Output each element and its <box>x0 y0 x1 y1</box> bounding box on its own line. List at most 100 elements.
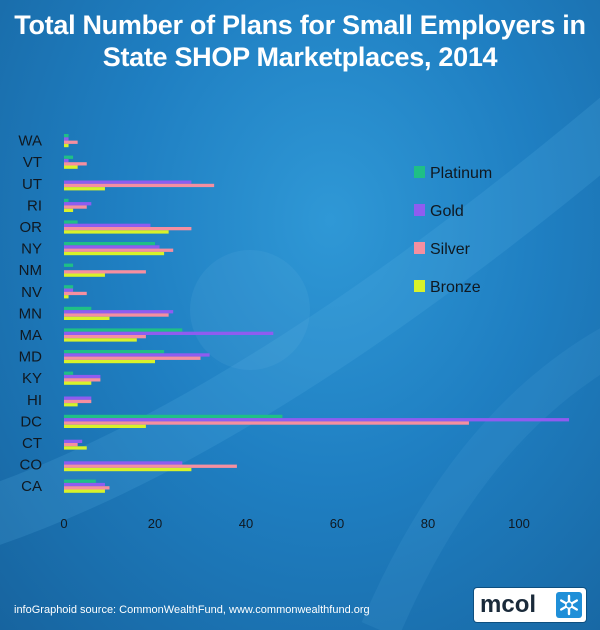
bar-ri-silver <box>64 205 87 209</box>
bar-or-gold <box>64 223 151 227</box>
category-label-ri: RI <box>27 197 42 214</box>
bar-md-gold <box>64 353 210 357</box>
bar-wa-bronze <box>64 143 69 148</box>
bar-nv-gold <box>64 288 74 292</box>
bar-wa-silver <box>64 140 78 144</box>
asterisk-snowflake-icon <box>556 592 582 618</box>
bar-group <box>64 134 570 493</box>
bar-ct-silver <box>64 443 78 447</box>
category-label-ky: KY <box>22 370 42 387</box>
bar-mn-bronze <box>64 316 110 320</box>
category-label-or: OR <box>20 219 43 236</box>
bar-or-bronze <box>64 230 169 234</box>
bar-ma-bronze <box>64 338 137 342</box>
bar-ny-gold <box>64 245 160 249</box>
bar-ny-platinum <box>64 242 155 246</box>
category-label-ca: CA <box>21 478 42 495</box>
bar-ny-silver <box>64 248 174 252</box>
x-tick-label: 20 <box>148 516 162 531</box>
category-label-ma: MA <box>20 327 43 344</box>
bar-dc-silver <box>64 421 469 425</box>
x-tick-label: 100 <box>508 516 530 531</box>
legend-swatch-gold <box>414 204 425 216</box>
category-labels: WA VT UT RI OR NY NM NV MN MA MD KY HI DC CT CO CA <box>18 133 42 496</box>
category-label-md: MD <box>19 349 42 366</box>
bar-md-bronze <box>64 359 155 364</box>
bar-ct-bronze <box>64 446 87 450</box>
bar-ky-bronze <box>64 381 92 385</box>
logo-text: mcol <box>480 591 537 618</box>
legend-swatch-platinum <box>414 166 425 178</box>
bar-co-silver <box>64 464 237 468</box>
legend-label-gold: Gold <box>430 203 464 220</box>
bar-ut-silver <box>64 183 215 188</box>
bar-ca-gold <box>64 482 105 487</box>
bar-ny-bronze <box>64 251 165 256</box>
category-label-nv: NV <box>21 284 42 301</box>
bar-co-bronze <box>64 467 192 472</box>
source-note: infoGraphoid source: CommonWealthFund, w… <box>14 604 370 616</box>
bar-vt-platinum <box>64 155 74 159</box>
bar-ca-platinum <box>64 479 96 483</box>
bar-mn-platinum <box>64 306 92 311</box>
bar-or-silver <box>64 227 192 231</box>
bar-dc-platinum <box>64 414 283 419</box>
bar-ri-platinum <box>64 198 69 203</box>
category-label-hi: HI <box>27 392 42 409</box>
bar-wa-gold <box>64 137 69 141</box>
bar-nm-bronze <box>64 273 105 277</box>
bar-ct-gold <box>64 439 83 443</box>
bar-co-gold <box>64 461 183 465</box>
category-label-nm: NM <box>19 262 42 279</box>
bar-mn-silver <box>64 313 169 317</box>
bar-md-platinum <box>64 350 165 354</box>
x-tick-label: 40 <box>239 516 253 531</box>
bar-nm-platinum <box>64 263 74 267</box>
bar-ut-bronze <box>64 187 105 191</box>
legend-label-silver: Silver <box>430 241 471 258</box>
x-tick-label: 60 <box>330 516 344 531</box>
bar-vt-gold <box>64 158 69 163</box>
legend-swatch-bronze <box>414 280 425 292</box>
bar-vt-silver <box>64 162 87 166</box>
bar-hi-bronze <box>64 403 78 407</box>
bar-hi-gold <box>64 396 92 400</box>
x-axis-ticks: 0 20 40 60 80 100 <box>60 516 529 531</box>
bar-ri-bronze <box>64 208 74 212</box>
legend-swatch-silver <box>414 242 425 254</box>
bar-ut-gold <box>64 180 192 184</box>
bar-ma-silver <box>64 335 146 339</box>
bar-dc-gold <box>64 418 570 422</box>
bar-ky-platinum <box>64 371 74 375</box>
category-label-mn: MN <box>19 305 42 322</box>
category-label-ct: CT <box>22 435 42 452</box>
bar-vt-bronze <box>64 165 78 169</box>
category-label-wa: WA <box>18 133 42 150</box>
bar-dc-bronze <box>64 424 146 428</box>
legend: Platinum Gold Silver Bronze <box>414 165 492 296</box>
bar-nv-bronze <box>64 295 69 299</box>
bar-nv-silver <box>64 291 87 296</box>
bar-ma-gold <box>64 331 274 335</box>
category-label-ut: UT <box>22 176 42 193</box>
bar-ca-silver <box>64 486 110 490</box>
x-tick-label: 80 <box>421 516 435 531</box>
category-label-co: CO <box>20 457 43 474</box>
bar-nm-silver <box>64 270 146 274</box>
bar-nv-platinum <box>64 285 74 289</box>
category-label-dc: DC <box>20 413 42 430</box>
legend-label-bronze: Bronze <box>430 279 481 296</box>
bar-ca-bronze <box>64 489 105 493</box>
bar-ky-silver <box>64 378 101 382</box>
bar-wa-platinum <box>64 134 69 138</box>
bar-hi-silver <box>64 399 92 404</box>
bar-mn-gold <box>64 310 174 314</box>
category-label-vt: VT <box>23 154 42 171</box>
bar-or-platinum <box>64 220 78 224</box>
legend-label-platinum: Platinum <box>430 165 492 182</box>
bar-ri-gold <box>64 202 92 206</box>
bar-ky-gold <box>64 374 101 379</box>
